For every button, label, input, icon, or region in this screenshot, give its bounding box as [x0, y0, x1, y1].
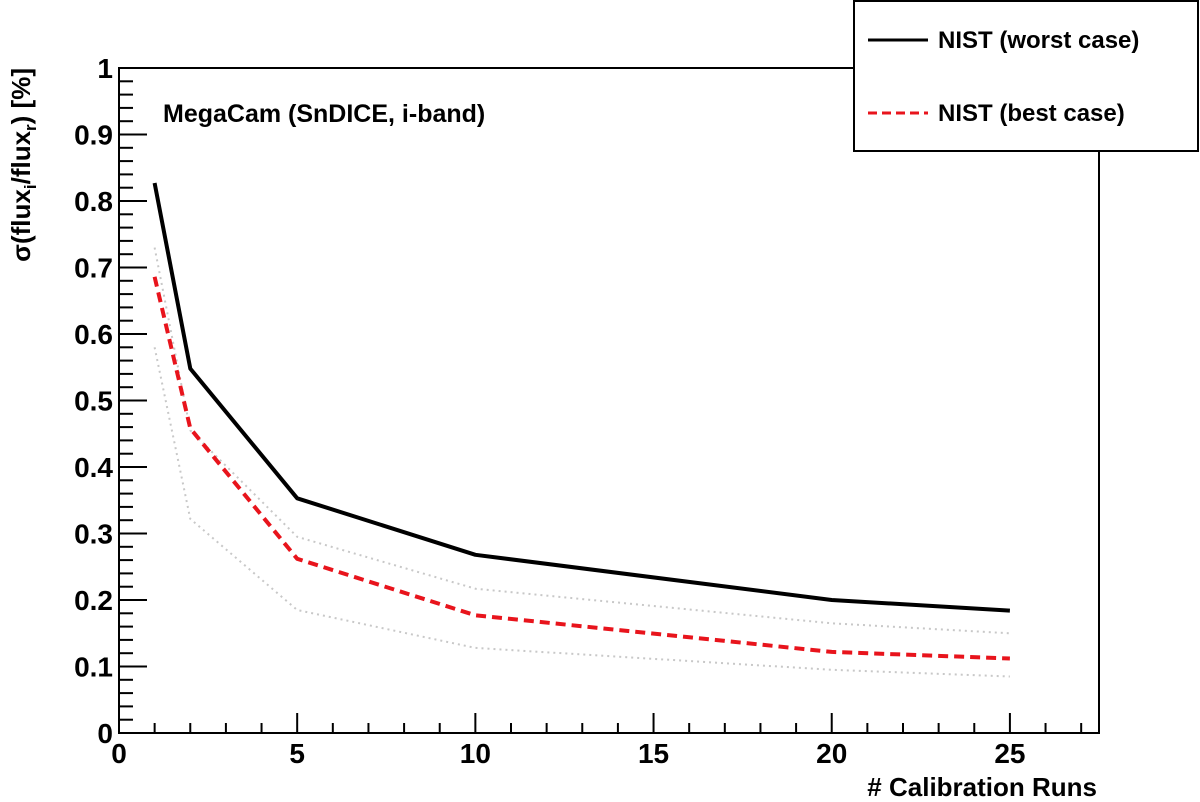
- x-tick-label: 25: [994, 738, 1025, 769]
- y-tick-label: 0.3: [74, 519, 113, 550]
- y-axis-title-mid: /flux: [6, 130, 36, 184]
- legend: NIST (worst case) NIST (best case): [853, 0, 1199, 152]
- series-3: [153, 347, 1010, 678]
- y-tick-label: 0.5: [74, 386, 113, 417]
- y-tick-label: 0.8: [74, 186, 113, 217]
- y-tick-label: 0.2: [74, 585, 113, 616]
- series-layer: [152, 182, 1011, 678]
- y-tick-label: 0.1: [74, 652, 113, 683]
- x-tick-label: 5: [289, 738, 305, 769]
- y-tick-label: 0.7: [74, 253, 113, 284]
- legend-label-best-case: NIST (best case): [938, 100, 1125, 127]
- series-line: [152, 276, 1010, 661]
- y-axis-title-sub-r: r: [21, 124, 40, 131]
- y-tick-label: 1: [97, 53, 113, 84]
- x-tick-label: 15: [638, 738, 669, 769]
- y-axis-title-main: σ(flux: [6, 189, 36, 262]
- x-tick-label: 20: [816, 738, 847, 769]
- series-line: [153, 347, 1010, 678]
- series-0: [152, 182, 1011, 613]
- legend-box: [853, 0, 1199, 152]
- y-tick-label: 0.4: [74, 452, 113, 483]
- axis-tick-labels: 00.10.20.30.40.50.60.70.80.910 5 10 15 20 25: [74, 53, 1025, 769]
- plot-frame: [118, 67, 1100, 734]
- y-tick-label: 0: [97, 718, 113, 749]
- x-axis-title: # Calibration Runs: [867, 772, 1097, 802]
- y-axis-title: σ(fluxi/fluxr) [%]: [6, 68, 40, 262]
- x-tick-label: 0: [111, 738, 127, 769]
- y-tick-label: 0.9: [74, 120, 113, 151]
- y-axis-title-sub-i: i: [21, 184, 40, 189]
- legend-label-worst-case: NIST (worst case): [938, 27, 1139, 54]
- y-axis-title-end: ) [%]: [6, 68, 36, 124]
- chart-annotation: MegaCam (SnDICE, i-band): [163, 100, 485, 128]
- series-line: [153, 247, 1010, 635]
- x-tick-label: 10: [460, 738, 491, 769]
- series-2: [153, 247, 1010, 635]
- y-tick-label: 0.6: [74, 319, 113, 350]
- axis-ticks: [118, 67, 1083, 734]
- series-line: [152, 182, 1011, 613]
- series-1: [152, 276, 1010, 661]
